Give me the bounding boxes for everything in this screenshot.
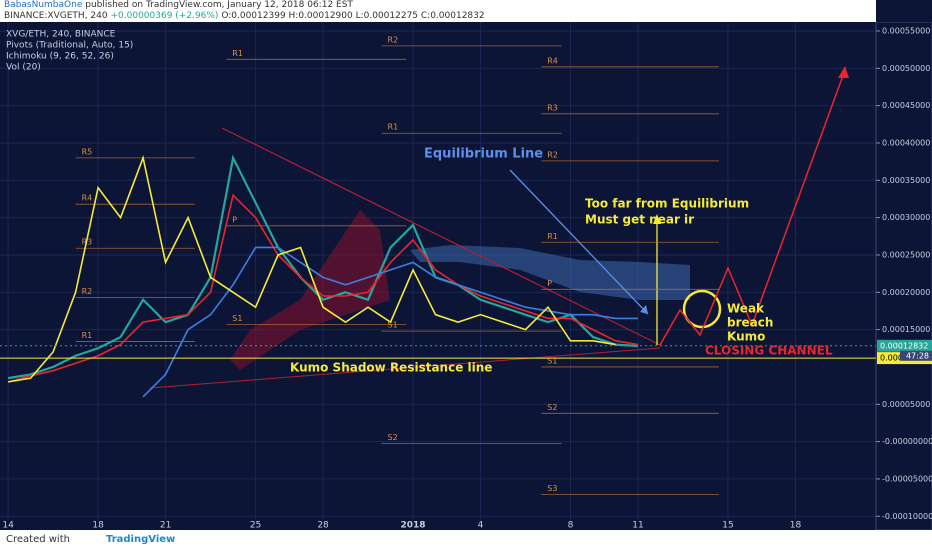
- countdown-tag: [900, 350, 932, 361]
- symbol: BINANCE:XVGETH, 240: [4, 11, 108, 21]
- x-tick-label: 18: [92, 521, 104, 531]
- pivot-label: R1: [388, 123, 399, 132]
- pivot-label: S3: [547, 484, 557, 493]
- annotation: Must get near ir: [585, 213, 694, 227]
- pivot-label: R3: [547, 103, 558, 112]
- pivot-label: S1: [388, 321, 398, 330]
- brand: TradingView: [105, 534, 176, 545]
- arrowhead: [838, 66, 849, 78]
- price-tag-label: 0.00012832: [880, 341, 928, 350]
- countdown: 47:28: [906, 351, 929, 360]
- series-line: [7, 155, 616, 383]
- circle: [682, 289, 722, 329]
- x-tick-label: 4: [478, 521, 484, 531]
- arrowhead: [640, 305, 648, 314]
- pivot-label: P: [547, 279, 552, 288]
- x-tick-label: 21: [160, 521, 171, 531]
- y-tick-label: 0.00035000: [882, 176, 930, 185]
- ohlc: O:0.00012399 H:0.00012900 L:0.00012275 C…: [221, 11, 485, 21]
- pivot-label: R5: [82, 147, 93, 156]
- annotation: Weak: [727, 302, 765, 316]
- x-tick-label: 8: [568, 521, 574, 531]
- trendline: [221, 127, 661, 346]
- annotation: breach: [727, 316, 773, 330]
- y-tick-label: 0.00050000: [882, 64, 930, 73]
- header: BabasNumbaOne published on TradingView.c…: [0, 0, 876, 22]
- pivot-label: R2: [547, 150, 558, 159]
- pivot-label: R2: [82, 287, 93, 296]
- projection: [659, 69, 846, 346]
- y-tick-label: 0.00055000: [882, 26, 930, 35]
- chart: 14 18 21 25 28 2018 4 8 11 15 18 0.00055000 0.000500…: [0, 22, 932, 530]
- trendline: [149, 347, 661, 389]
- pivot-label: R4: [547, 56, 558, 65]
- x-tick-label: 15: [722, 521, 733, 531]
- x-tick-label: 14: [2, 521, 14, 531]
- series-line: [7, 154, 639, 380]
- pivot-label: S1: [232, 314, 242, 323]
- x-tick-label: 11: [632, 521, 643, 531]
- pivot-label: R4: [82, 194, 93, 203]
- change: +0.00000369 (+2.96%): [110, 11, 219, 21]
- created: Created with: [6, 534, 70, 545]
- annotation: Too far from Equilibrium: [585, 197, 749, 211]
- y-tick-label: -0.00005000: [882, 474, 932, 483]
- pivot-label: R1: [547, 232, 558, 241]
- annotation: Equilibrium Line: [424, 147, 543, 162]
- series-line: [7, 193, 639, 383]
- series-line: [142, 246, 638, 398]
- annotation: Kumo Shadow Resistance line: [290, 361, 492, 375]
- y-tick-label: 0.00020000: [882, 288, 930, 297]
- y-tick-label: -0.00000000: [882, 437, 932, 446]
- y-tick-label: 0.00005000: [882, 400, 930, 409]
- legend-entry: Vol (20): [6, 63, 41, 73]
- price-tag: [877, 339, 932, 352]
- pivot-label: S2: [388, 433, 398, 442]
- legend-entry: Pivots (Traditional, Auto, 15): [6, 41, 133, 51]
- pivot-label: S1: [547, 356, 557, 365]
- y-tick-label: 0.00045000: [882, 101, 930, 110]
- legend-entry: Ichimoku (9, 26, 52, 26): [6, 52, 114, 62]
- publish-line: BabasNumbaOne published on TradingView.c…: [4, 0, 876, 11]
- publisher: BabasNumbaOne: [4, 0, 83, 10]
- legend-entry: XVG/ETH, 240, BINANCE: [6, 30, 116, 40]
- x-tick-label: 18: [790, 521, 802, 531]
- arrowhead: [653, 214, 661, 224]
- y-tick-label: 0.00025000: [882, 250, 930, 259]
- footer: Created with TradingView: [0, 530, 932, 550]
- pivot-label: R1: [82, 331, 93, 340]
- pivot-label: P: [232, 215, 237, 224]
- pivot-label: S2: [547, 403, 557, 412]
- y-tick-label: 0.00040000: [882, 138, 930, 147]
- drawings: [149, 66, 849, 389]
- kumo-red: [230, 210, 390, 370]
- y-tick-label: -0.00010000: [882, 512, 932, 521]
- x-tick-label: 2018: [400, 521, 425, 531]
- x-tick-label: 28: [317, 521, 329, 531]
- axis-bg: [875, 22, 932, 530]
- annotation: Kumo: [727, 330, 765, 344]
- kumo-blue: [410, 245, 690, 300]
- y-tick-label: 0.00015000: [882, 325, 930, 334]
- published: published on TradingView.com, January 12…: [85, 0, 353, 10]
- y-tick-label: 0.00030000: [882, 213, 930, 222]
- annotation: CLOSING CHANNEL: [705, 344, 833, 358]
- pivot-label: R1: [232, 49, 243, 58]
- symbol-line: BINANCE:XVGETH, 240 +0.00000369 (+2.96%)…: [4, 11, 876, 22]
- pivot-label: R2: [388, 35, 399, 44]
- x-tick-label: 25: [250, 521, 261, 531]
